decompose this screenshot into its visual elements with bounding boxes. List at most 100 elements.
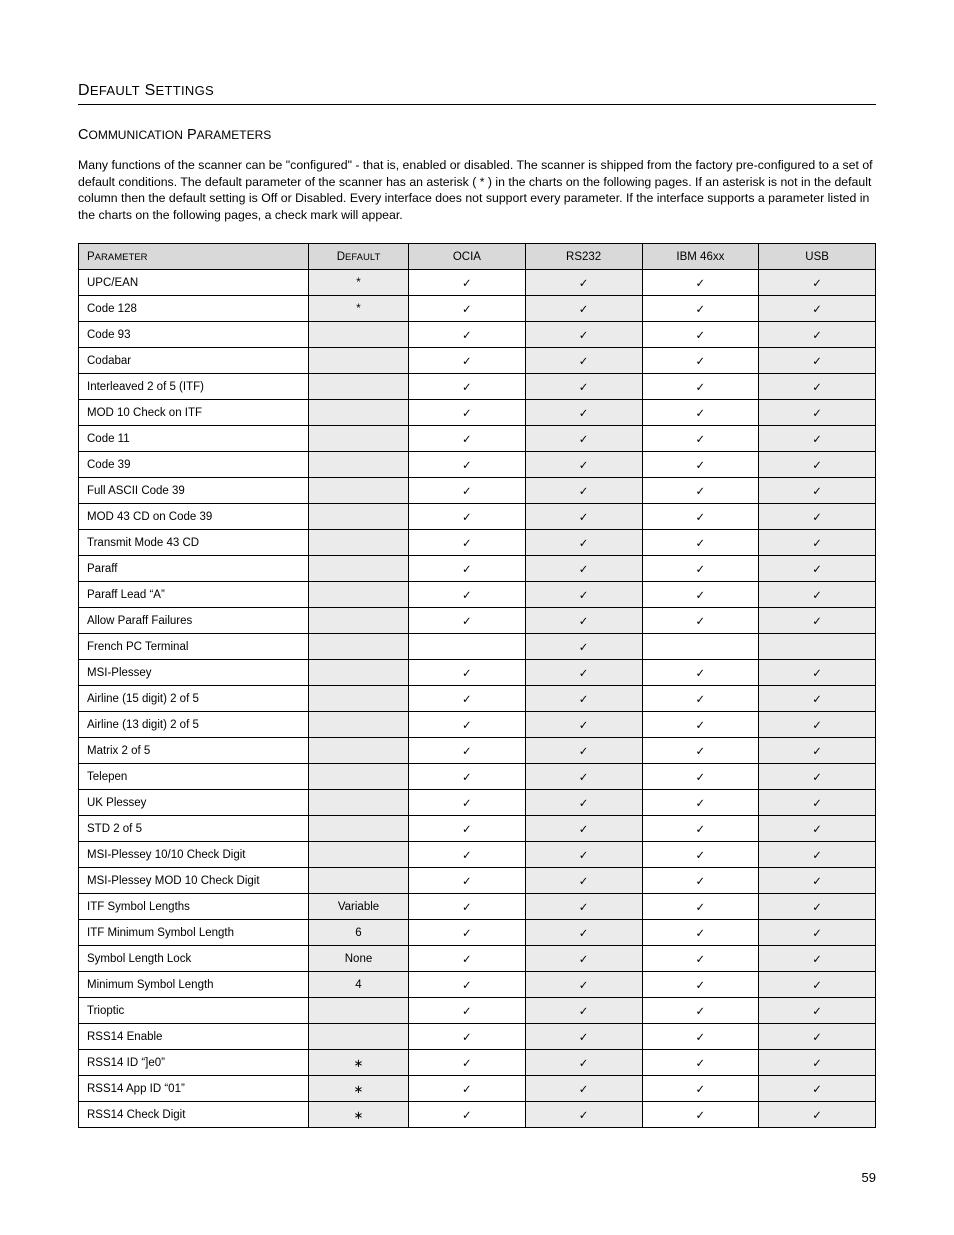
parameter-name: Full ASCII Code 39 xyxy=(79,478,309,504)
cell-ocia: ✓ xyxy=(409,426,526,452)
cell-rs232: ✓ xyxy=(525,920,642,946)
page-number: 59 xyxy=(862,1170,876,1185)
parameter-name: ITF Symbol Lengths xyxy=(79,894,309,920)
parameter-name: Interleaved 2 of 5 (ITF) xyxy=(79,374,309,400)
cell-default: * xyxy=(309,270,409,296)
check-icon: ✓ xyxy=(812,538,822,550)
cell-rs232: ✓ xyxy=(525,842,642,868)
check-icon: ✓ xyxy=(812,902,822,914)
cell-usb: ✓ xyxy=(759,790,876,816)
cell-ibm46xx: ✓ xyxy=(642,1050,759,1076)
check-icon: ✓ xyxy=(696,1110,706,1122)
check-icon: ✓ xyxy=(579,356,589,368)
cell-usb: ✓ xyxy=(759,270,876,296)
cell-usb: ✓ xyxy=(759,1024,876,1050)
cell-ibm46xx: ✓ xyxy=(642,504,759,530)
parameter-name: Paraff xyxy=(79,556,309,582)
table-row: Code 39✓✓✓✓ xyxy=(79,452,876,478)
check-icon: ✓ xyxy=(812,876,822,888)
parameters-table: PARAMETERDEFAULTOCIARS232IBM 46xxUSB UPC… xyxy=(78,243,876,1128)
cell-default xyxy=(309,374,409,400)
cell-ibm46xx: ✓ xyxy=(642,998,759,1024)
cell-usb: ✓ xyxy=(759,660,876,686)
parameter-name: RSS14 Enable xyxy=(79,1024,309,1050)
cell-default xyxy=(309,426,409,452)
cell-ibm46xx: ✓ xyxy=(642,608,759,634)
check-icon: ✓ xyxy=(812,928,822,940)
cell-rs232: ✓ xyxy=(525,556,642,582)
cell-ocia: ✓ xyxy=(409,998,526,1024)
table-row: MSI-Plessey MOD 10 Check Digit✓✓✓✓ xyxy=(79,868,876,894)
check-icon: ✓ xyxy=(696,382,706,394)
cell-default: 6 xyxy=(309,920,409,946)
cell-usb: ✓ xyxy=(759,920,876,946)
cell-rs232: ✓ xyxy=(525,816,642,842)
col-header-ibm46xx: IBM 46xx xyxy=(642,244,759,270)
cell-ibm46xx: ✓ xyxy=(642,1024,759,1050)
cell-usb: ✓ xyxy=(759,712,876,738)
check-icon: ✓ xyxy=(812,304,822,316)
check-icon: ✓ xyxy=(696,356,706,368)
parameter-name: Trioptic xyxy=(79,998,309,1024)
table-row: Allow Paraff Failures✓✓✓✓ xyxy=(79,608,876,634)
parameter-name: Code 128 xyxy=(79,296,309,322)
col-header-usb: USB xyxy=(759,244,876,270)
check-icon: ✓ xyxy=(462,330,472,342)
cell-usb: ✓ xyxy=(759,946,876,972)
subsection-cap-1: C xyxy=(78,127,88,143)
cell-ocia: ✓ xyxy=(409,686,526,712)
cell-rs232: ✓ xyxy=(525,1102,642,1128)
cell-ibm46xx: ✓ xyxy=(642,426,759,452)
parameter-name: MOD 43 CD on Code 39 xyxy=(79,504,309,530)
check-icon: ✓ xyxy=(462,1006,472,1018)
cell-ibm46xx: ✓ xyxy=(642,322,759,348)
table-row: MOD 10 Check on ITF✓✓✓✓ xyxy=(79,400,876,426)
check-icon: ✓ xyxy=(812,564,822,576)
cell-ocia: ✓ xyxy=(409,400,526,426)
check-icon: ✓ xyxy=(579,330,589,342)
table-row: Minimum Symbol Length4✓✓✓✓ xyxy=(79,972,876,998)
check-icon: ✓ xyxy=(462,356,472,368)
cell-rs232: ✓ xyxy=(525,322,642,348)
cell-ibm46xx: ✓ xyxy=(642,270,759,296)
check-icon: ✓ xyxy=(579,720,589,732)
cell-rs232: ✓ xyxy=(525,998,642,1024)
check-icon: ✓ xyxy=(812,330,822,342)
cell-ibm46xx: ✓ xyxy=(642,348,759,374)
parameter-name: Airline (13 digit) 2 of 5 xyxy=(79,712,309,738)
check-icon: ✓ xyxy=(812,434,822,446)
check-icon: ✓ xyxy=(462,928,472,940)
cell-default xyxy=(309,634,409,660)
cell-default: Variable xyxy=(309,894,409,920)
check-icon: ✓ xyxy=(696,590,706,602)
table-row: Paraff✓✓✓✓ xyxy=(79,556,876,582)
table-row: Codabar✓✓✓✓ xyxy=(79,348,876,374)
cell-ocia: ✓ xyxy=(409,1076,526,1102)
cell-default xyxy=(309,400,409,426)
table-row: UK Plessey✓✓✓✓ xyxy=(79,790,876,816)
table-body: UPC/EAN*✓✓✓✓Code 128*✓✓✓✓Code 93✓✓✓✓Coda… xyxy=(79,270,876,1128)
check-icon: ✓ xyxy=(812,850,822,862)
check-icon: ✓ xyxy=(812,980,822,992)
check-icon: ✓ xyxy=(696,486,706,498)
check-icon: ✓ xyxy=(812,1058,822,1070)
check-icon: ✓ xyxy=(696,434,706,446)
cell-usb: ✓ xyxy=(759,998,876,1024)
cell-usb: ✓ xyxy=(759,686,876,712)
cell-rs232: ✓ xyxy=(525,686,642,712)
check-icon: ✓ xyxy=(462,1058,472,1070)
section-title-rest-2: ETTINGS xyxy=(156,83,214,98)
cell-ibm46xx: ✓ xyxy=(642,530,759,556)
check-icon: ✓ xyxy=(462,746,472,758)
check-icon: ✓ xyxy=(462,876,472,888)
check-icon: ✓ xyxy=(812,460,822,472)
check-icon: ✓ xyxy=(462,668,472,680)
parameter-name: UPC/EAN xyxy=(79,270,309,296)
check-icon: ✓ xyxy=(462,538,472,550)
cell-default: * xyxy=(309,296,409,322)
check-icon: ✓ xyxy=(696,954,706,966)
check-icon: ✓ xyxy=(462,278,472,290)
check-icon: ✓ xyxy=(579,616,589,628)
check-icon: ✓ xyxy=(696,1006,706,1018)
col-header-parameter: PARAMETER xyxy=(79,244,309,270)
